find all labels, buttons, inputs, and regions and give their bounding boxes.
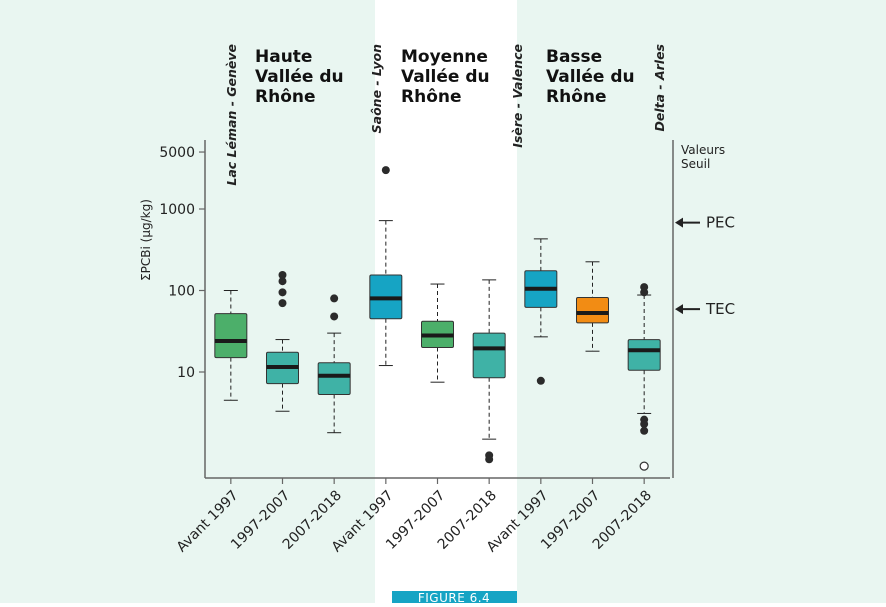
y-tick-label: 5000 (159, 145, 195, 161)
outlier-point-open (639, 461, 649, 471)
outlier-point (278, 299, 287, 308)
reference-arrow-head (675, 217, 683, 228)
y-axis-label: ΣPCBi (µg/kg) (139, 199, 153, 281)
region-title: Haute (255, 47, 312, 67)
box-body (317, 362, 351, 395)
figure-tag-label: FIGURE 6.4 (418, 591, 490, 603)
region-title: Rhône (401, 87, 462, 107)
region-title: Vallée du (546, 67, 635, 87)
outlier-point (278, 270, 287, 279)
section-label: Saône - Lyon (369, 44, 384, 133)
box-body (627, 339, 661, 371)
box-body (472, 332, 506, 379)
section-label: Lac Léman - Genève (224, 44, 239, 186)
region-title: Vallée du (401, 67, 490, 87)
reference-line-label: PEC (706, 214, 735, 232)
outlier-point (330, 294, 339, 303)
background-left-band (0, 0, 375, 603)
outlier-point (330, 312, 339, 321)
figure-tag-badge (392, 591, 517, 605)
reference-axis-label: Seuil (681, 157, 710, 171)
y-tick-label: 100 (168, 284, 195, 300)
outlier-point (640, 420, 649, 429)
region-title: Rhône (255, 87, 316, 107)
outlier-point (278, 277, 287, 286)
region-title: Rhône (546, 87, 607, 107)
outlier-point (278, 288, 287, 297)
outlier-point (640, 426, 649, 435)
reference-axis-label: Valeurs (681, 143, 725, 157)
box-body (576, 297, 609, 324)
outlier-point (381, 166, 390, 175)
outlier-point (485, 455, 494, 464)
outlier-point (536, 376, 545, 385)
region-title: Basse (546, 47, 602, 67)
region-title: Vallée du (255, 67, 344, 87)
section-label: Isère - Valence (510, 44, 525, 148)
reference-line-label: TEC (705, 300, 735, 318)
outlier-point (640, 283, 649, 292)
box-body (214, 313, 248, 359)
region-title: Moyenne (401, 47, 488, 67)
section-label: Delta - Arles (652, 44, 667, 131)
reference-arrow-head (675, 304, 683, 315)
y-tick-label: 1000 (159, 202, 195, 218)
y-tick-label: 10 (177, 365, 195, 381)
